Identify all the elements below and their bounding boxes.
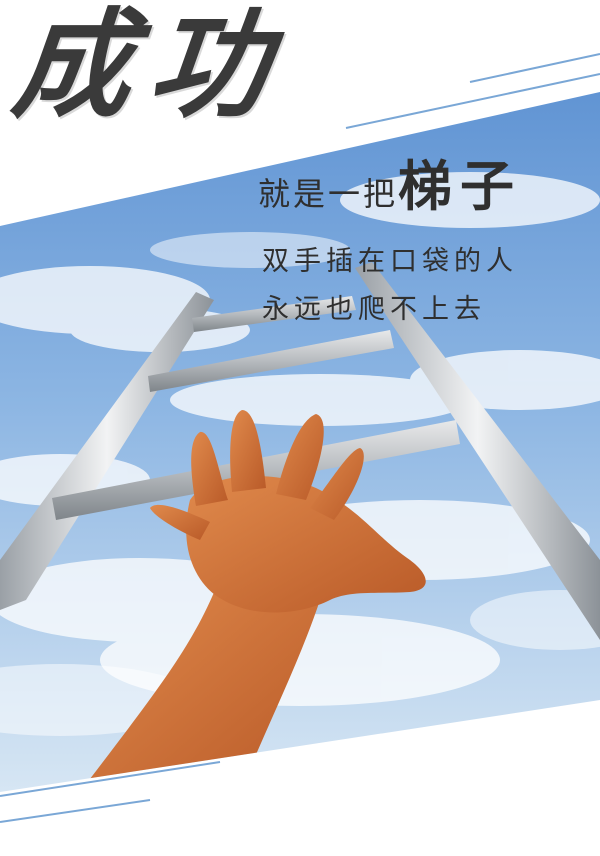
slogan-line-1: 双手插在口袋的人 xyxy=(262,246,518,277)
subtitle-highlight: 梯子 xyxy=(398,155,523,218)
subtitle: 就是一把梯子 xyxy=(258,160,522,214)
poster-title: 成功 xyxy=(6,0,294,134)
slogan-line-2: 永远也爬不上去 xyxy=(262,294,486,325)
subtitle-lead: 就是一把 xyxy=(258,175,399,213)
